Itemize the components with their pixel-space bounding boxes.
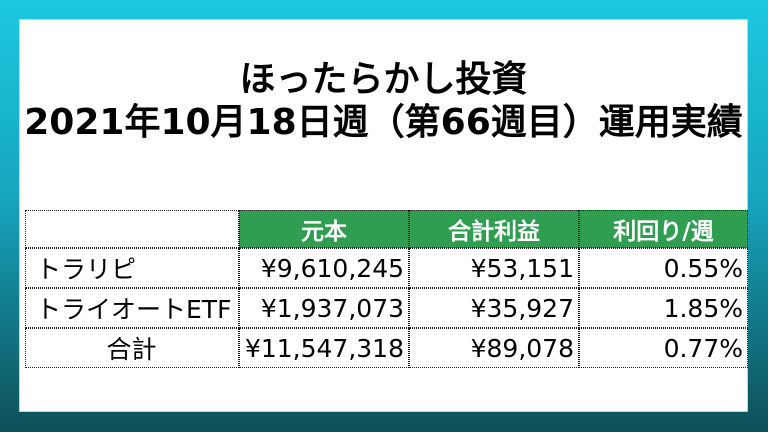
- yield-value: 0.55%: [579, 248, 748, 288]
- table-row-triauto-etf: トライオートETF ¥1,937,073 ¥35,927 1.85%: [25, 288, 748, 328]
- row-label: トラリピ: [25, 248, 239, 288]
- title-line-1: ほったらかし投資: [239, 59, 528, 100]
- results-table: 元本 合計利益 利回り/週 トラリピ ¥9,610,245 ¥53,151 0.…: [25, 210, 748, 368]
- table-row-toraripi: トラリピ ¥9,610,245 ¥53,151 0.55%: [25, 248, 748, 288]
- principal-value: ¥11,547,318: [239, 328, 409, 368]
- yield-value: 1.85%: [579, 288, 748, 328]
- profit-value: ¥89,078: [409, 328, 579, 368]
- row-label: トライオートETF: [25, 288, 239, 328]
- header-cell-yield-per-week: 利回り/週: [579, 210, 748, 248]
- page-title: ほったらかし投資 2021年10月18日週（第66週目）運用実績: [20, 58, 747, 144]
- title-line-2: 2021年10月18日週（第66週目）運用実績: [24, 102, 743, 144]
- profit-value: ¥35,927: [409, 288, 579, 328]
- row-label: 合計: [25, 328, 239, 368]
- table-row-total: 合計 ¥11,547,318 ¥89,078 0.77%: [25, 328, 748, 368]
- principal-value: ¥1,937,073: [239, 288, 409, 328]
- header-cell-total-profit: 合計利益: [409, 210, 579, 248]
- header-cell-principal: 元本: [239, 210, 409, 248]
- table-header-row: 元本 合計利益 利回り/週: [25, 210, 748, 248]
- yield-value: 0.77%: [579, 328, 748, 368]
- profit-value: ¥53,151: [409, 248, 579, 288]
- slide-card: ほったらかし投資 2021年10月18日週（第66週目）運用実績 元本 合計利益…: [19, 19, 748, 412]
- principal-value: ¥9,610,245: [239, 248, 409, 288]
- header-cell-blank: [25, 210, 239, 248]
